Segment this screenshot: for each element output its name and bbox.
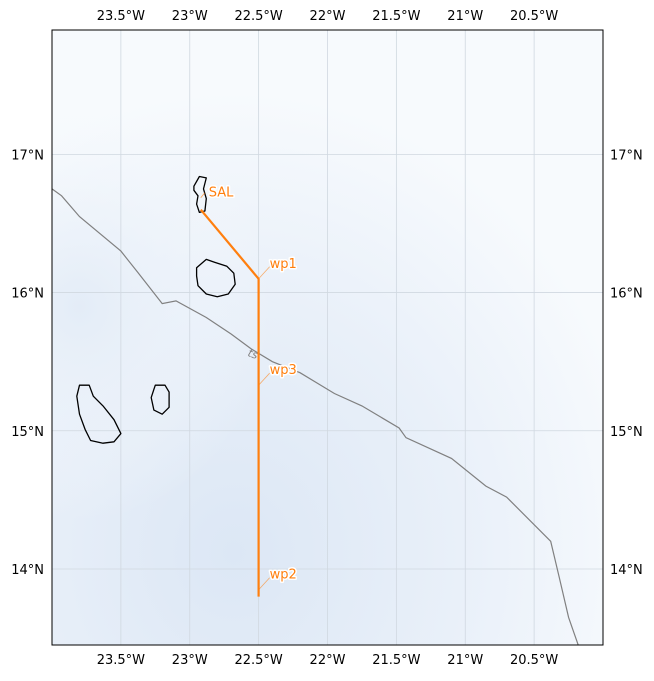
lon-tick-label-bottom: 20.5°W — [510, 653, 558, 668]
lon-tick-label-bottom: 21°W — [447, 653, 483, 668]
lat-tick-label-left: 16°N — [11, 287, 44, 302]
lat-tick-label-right: 14°N — [610, 563, 643, 578]
lon-tick-label-top: 23.5°W — [97, 9, 145, 24]
map-plot-area[interactable]: ts SAL wp1 wp3 wp2 — [51, 29, 604, 646]
lon-tick-label-top: 22°W — [310, 9, 346, 24]
lon-tick-label-bottom: 23°W — [172, 653, 208, 668]
lon-tick-label-top: 21°W — [447, 9, 483, 24]
waypoint-label-sal[interactable]: SAL — [207, 184, 235, 202]
lat-tick-label-left: 15°N — [11, 425, 44, 440]
flight-route[interactable] — [199, 208, 260, 597]
lon-tick-label-top: 23°W — [172, 9, 208, 24]
axes-labels: 23.5°W 23.5°W 23°W 23°W 22.5°W 22.5°W 22°W 22°W… — [11, 9, 643, 668]
island-maio — [150, 384, 170, 415]
lon-tick-label-top: 20.5°W — [510, 9, 558, 24]
islands-layer — [76, 175, 236, 444]
front-line-label: ts — [246, 346, 260, 362]
lon-tick-label-bottom: 21.5°W — [372, 653, 420, 668]
lat-tick-label-left: 17°N — [11, 148, 44, 163]
lat-tick-label-right: 17°N — [610, 148, 643, 163]
waypoint-leader — [258, 266, 270, 280]
waypoint-label-wp3[interactable]: wp3 — [268, 362, 298, 380]
front-line — [52, 188, 579, 645]
lat-tick-label-right: 16°N — [610, 287, 643, 302]
waypoint-leader — [258, 577, 270, 590]
lon-tick-label-top: 22.5°W — [234, 9, 282, 24]
front-line-layer: ts — [52, 188, 579, 645]
lat-tick-label-left: 14°N — [11, 563, 44, 578]
lat-tick-label-right: 15°N — [610, 425, 643, 440]
lon-tick-label-bottom: 22°W — [310, 653, 346, 668]
lon-tick-label-bottom: 23.5°W — [97, 653, 145, 668]
waypoint-label-wp2[interactable]: wp2 — [268, 566, 298, 584]
lon-tick-label-top: 21.5°W — [372, 9, 420, 24]
waypoint-leader — [200, 192, 206, 198]
waypoint-label-wp1[interactable]: wp1 — [268, 255, 298, 273]
lon-tick-label-bottom: 22.5°W — [234, 653, 282, 668]
waypoint-leader — [258, 372, 270, 386]
waypoints-layer: SAL wp1 wp3 wp2 — [200, 184, 298, 590]
map-frame — [51, 29, 604, 646]
island-boa-vista — [195, 258, 236, 298]
flight-route-layer — [199, 208, 260, 597]
island-santiago — [76, 384, 122, 444]
island-sal — [193, 175, 207, 214]
